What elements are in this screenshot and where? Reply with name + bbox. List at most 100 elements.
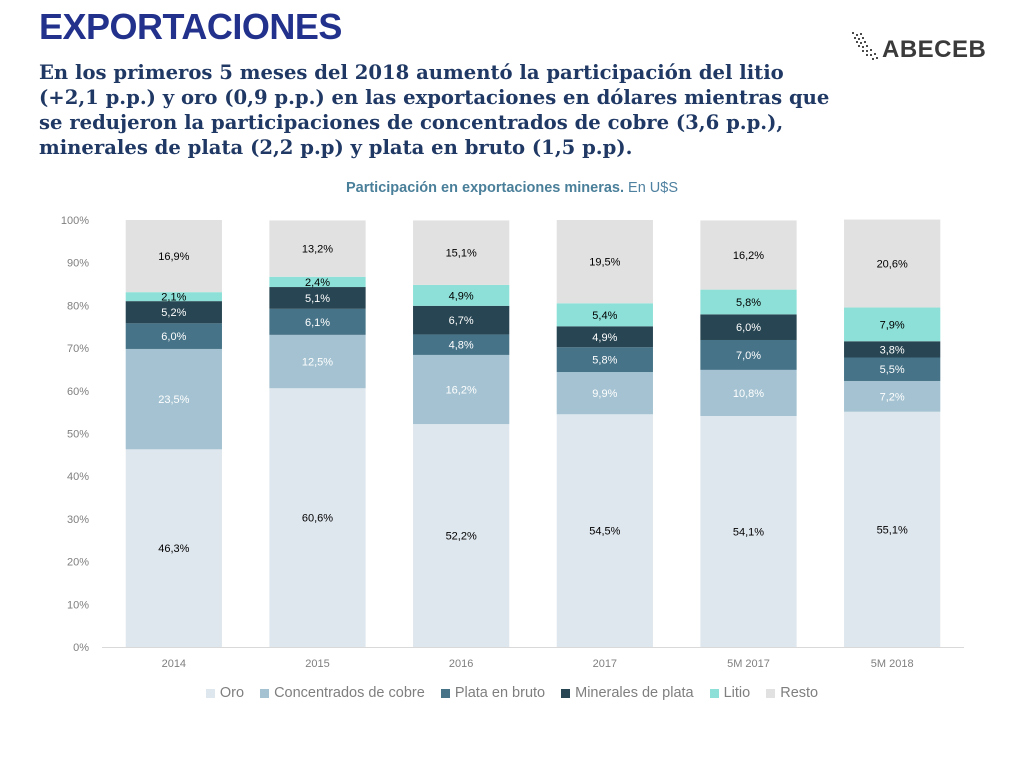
bar-segment: [556, 414, 653, 647]
bar-segment: [556, 347, 653, 373]
y-tick-label: 20%: [67, 557, 89, 569]
data-label: 16,2%: [446, 385, 477, 397]
chart-title: Participación en exportaciones mineras. …: [0, 180, 1024, 196]
legend-swatch: [260, 688, 270, 698]
bar-segment: [269, 388, 366, 647]
bar-segment: [269, 287, 366, 309]
data-label: 60,6%: [302, 513, 333, 525]
bar-segment: [556, 303, 653, 327]
legend-label: Resto: [780, 685, 819, 701]
data-label: 20,6%: [877, 259, 908, 271]
legend-label: Plata en bruto: [454, 685, 546, 701]
bar-segment: [700, 339, 797, 370]
legend-label: Minerales de plata: [575, 685, 694, 701]
bar-segment: [844, 219, 941, 308]
legend-swatch: [766, 688, 776, 698]
page-title: EXPORTACIONES: [39, 6, 342, 47]
x-category-label: 5M 2018: [871, 658, 914, 670]
y-tick-label: 70%: [67, 343, 89, 355]
legend-item: Plata en bruto: [440, 685, 546, 701]
data-label: 2,4%: [305, 277, 330, 289]
page-subtitle: En los primeros 5 meses del 2018 aumentó…: [39, 61, 830, 159]
bar-segment: [125, 301, 222, 324]
bar-segment: [844, 307, 941, 342]
legend-item: Concentrados de cobre: [260, 685, 425, 701]
legend-swatch: [440, 688, 450, 698]
data-label: 5,1%: [305, 293, 330, 305]
bar-segment: [269, 308, 366, 335]
bar-segment: [413, 305, 510, 335]
data-label: 54,1%: [733, 526, 764, 538]
data-label: 4,9%: [592, 332, 617, 344]
bar-segment: [413, 424, 510, 647]
data-label: 5,4%: [592, 310, 617, 322]
data-label: 46,3%: [158, 543, 189, 555]
x-category-label: 2017: [593, 658, 617, 670]
bar-segment: [125, 348, 222, 450]
bar-segment: [844, 380, 941, 412]
data-label: 5,8%: [592, 355, 617, 367]
data-label: 54,5%: [589, 526, 620, 538]
x-category-label: 2014: [162, 658, 186, 670]
bar-segment: [844, 357, 941, 381]
bar-segment: [125, 292, 222, 302]
data-label: 15,1%: [446, 248, 477, 260]
bar-segment: [700, 415, 797, 647]
legend-item: Oro: [205, 685, 245, 701]
y-tick-label: 50%: [67, 429, 89, 441]
data-label: 55,1%: [877, 524, 908, 536]
x-category-label: 2015: [305, 658, 329, 670]
y-tick-label: 60%: [67, 386, 89, 398]
legend-swatch: [709, 688, 719, 698]
data-label: 7,2%: [880, 391, 905, 403]
legend-swatch: [561, 688, 571, 698]
data-label: 2,1%: [161, 292, 186, 304]
legend-label: Oro: [219, 685, 245, 701]
bar-segment: [125, 323, 222, 349]
bar-segment: [700, 289, 797, 315]
data-label: 3,8%: [880, 344, 905, 356]
bar-segment: [700, 369, 797, 416]
x-category-label: 5M 2017: [727, 658, 770, 670]
bar-segment: [413, 334, 510, 355]
legend-item: Minerales de plata: [561, 685, 694, 701]
data-label: 16,9%: [158, 251, 189, 263]
data-label: 9,9%: [592, 388, 617, 400]
chart-legend: Oro Concentrados de cobre Plata en bruto Mi…: [0, 685, 1024, 701]
abeceb-logo-icon: [852, 32, 878, 60]
data-label: 16,2%: [733, 250, 764, 262]
y-tick-label: 30%: [67, 514, 89, 526]
data-label: 7,9%: [880, 319, 905, 331]
bar-segment: [413, 220, 510, 285]
bar-segment: [269, 334, 366, 389]
y-tick-label: 10%: [67, 599, 89, 611]
bar-segment: [556, 220, 653, 304]
data-label: 19,5%: [589, 257, 620, 269]
data-label: 23,5%: [158, 394, 189, 406]
y-tick-label: 80%: [67, 300, 89, 312]
y-tick-label: 40%: [67, 471, 89, 483]
y-tick-label: 0%: [73, 642, 89, 654]
logo-text: ABECEB: [882, 36, 987, 63]
legend-item: Resto: [766, 685, 818, 701]
bar-segment: [700, 220, 797, 290]
data-label: 6,7%: [449, 315, 474, 327]
data-label: 5,5%: [880, 364, 905, 376]
bar-segment: [844, 411, 941, 647]
data-label: 4,8%: [449, 340, 474, 352]
data-label: 5,8%: [736, 297, 761, 309]
data-label: 5,2%: [161, 307, 186, 319]
bar-segment: [700, 314, 797, 340]
data-label: 7,0%: [736, 350, 761, 362]
data-label: 52,2%: [446, 531, 477, 543]
data-label: 6,0%: [161, 331, 186, 343]
bar-segment: [844, 341, 941, 358]
data-label: 6,0%: [736, 322, 761, 334]
data-label: 12,5%: [302, 357, 333, 369]
data-label: 13,2%: [302, 244, 333, 256]
bar-segment: [556, 372, 653, 415]
legend-label: Litio: [723, 685, 751, 701]
bar-segment: [413, 284, 510, 306]
bar-segment: [269, 220, 366, 277]
bar-segment: [413, 354, 510, 425]
